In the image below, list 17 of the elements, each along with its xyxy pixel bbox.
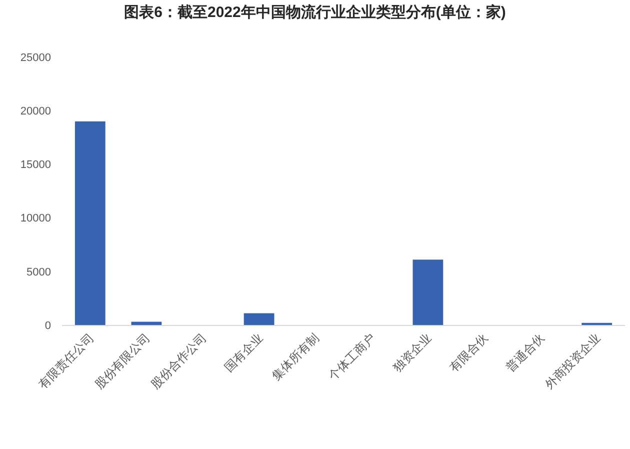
bar <box>244 313 274 325</box>
x-tick-label: 集体所有制 <box>269 330 322 384</box>
y-tick-label: 15000 <box>20 159 51 172</box>
x-tick-label: 个体工商户 <box>326 330 378 384</box>
bar <box>74 121 106 325</box>
x-tick-label: 国有企业 <box>222 330 266 375</box>
y-tick-label: 10000 <box>20 212 51 225</box>
y-tick-label: 20000 <box>20 105 51 118</box>
x-tick-label: 独资企业 <box>390 330 434 375</box>
chart-title: 图表6：截至2022年中国物流行业企业类型分布(单位：家) <box>124 3 506 22</box>
y-tick-label: 5000 <box>26 266 51 278</box>
x-tick-label: 股份合作公司 <box>148 330 210 392</box>
y-tick-label: 25000 <box>20 52 51 64</box>
y-tick-label: 0 <box>44 320 51 332</box>
x-tick-label: 有限合伙 <box>446 330 491 375</box>
bar <box>412 260 444 325</box>
bar <box>131 322 162 325</box>
